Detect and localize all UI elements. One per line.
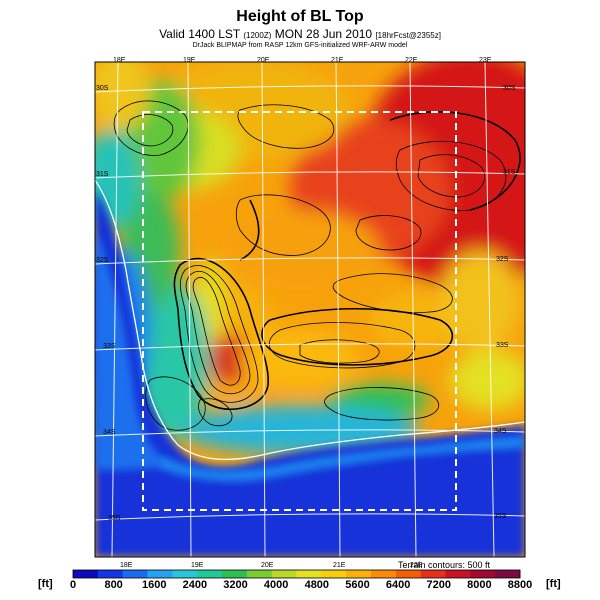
lat-left-label-1: 31S <box>96 171 109 178</box>
valid-tail: [18hrFcst@2355z] <box>375 31 441 40</box>
colorbar <box>72 569 521 579</box>
lat-right-label-3: 33S <box>496 342 509 349</box>
colorbar-swatch <box>420 570 446 578</box>
colorbar-swatch <box>395 570 422 578</box>
colorbar-tick-label: 1600 <box>142 579 167 591</box>
colorbar-swatch <box>321 570 347 578</box>
map-field <box>95 62 525 557</box>
colorbar-swatch <box>246 570 273 578</box>
valid-main: Valid 1400 LST <box>159 27 241 41</box>
inner-domain-box <box>142 111 457 511</box>
colorbar-tick-label: 2400 <box>182 579 208 591</box>
lat-left-label-3: 33S <box>103 343 116 350</box>
lat-left-label-5: 35S <box>108 515 121 522</box>
colorbar-tick-label: 7200 <box>426 579 451 591</box>
valid-date: MON 28 Jun 2010 <box>274 27 373 41</box>
lon-top-label-5: 23E <box>479 57 492 64</box>
colorbar-tick-label: 0 <box>69 579 77 591</box>
lat-left-label-4: 34S <box>103 429 116 436</box>
colorbar-swatch <box>346 570 372 578</box>
colorbar-swatch <box>271 570 297 578</box>
colorbar-swatch <box>495 570 521 578</box>
colorbar-swatch <box>296 570 322 578</box>
lon-bottom-label-1: 19E <box>191 562 204 569</box>
lon-bottom-label-3: 21E <box>333 562 346 569</box>
lon-top-label-1: 19E <box>183 57 196 64</box>
colorbar-tick-label: 3200 <box>223 579 248 591</box>
terrain-contours-major <box>173 111 521 410</box>
colorbar-unit-left: [ft] <box>38 578 53 590</box>
colorbar-unit-right: [ft] <box>546 578 561 590</box>
lat-left-label-0: 30S <box>96 85 109 92</box>
terrain-contour-note: Terrain contours: 500 ft <box>398 560 491 570</box>
lat-right-label-5: 35S <box>494 513 507 520</box>
coastal-band <box>160 436 525 482</box>
valid-code: (1200Z) <box>243 31 272 40</box>
lat-left-label-2: 32S <box>96 257 109 264</box>
map-title: Height of BL Top <box>236 8 364 25</box>
colorbar-tick-label: 8800 <box>507 579 533 591</box>
lat-lon-grid <box>95 62 525 557</box>
colorbar-swatch <box>470 570 496 578</box>
colorbar-tick-label: 5600 <box>345 579 370 591</box>
lon-bottom-label-0: 18E <box>120 562 133 569</box>
colorbar-swatch <box>197 570 223 578</box>
colorbar-swatch <box>222 570 248 578</box>
lon-top-label-2: 20E <box>257 57 270 64</box>
colorbar-swatch <box>371 570 397 578</box>
colorbar-swatch <box>445 570 471 578</box>
colorbar-tick-label: 8000 <box>467 579 492 591</box>
lon-bottom-label-2: 20E <box>261 562 274 569</box>
lon-top-label-3: 21E <box>331 57 344 64</box>
colorbar-swatch <box>73 570 99 578</box>
colorbar-tick-label: 4800 <box>304 579 330 591</box>
colorbar-tick-label: 4000 <box>263 579 289 591</box>
lat-right-label-1: 31S <box>503 169 516 176</box>
colorbar-swatch <box>97 570 124 578</box>
colorbar-frame <box>72 569 521 579</box>
lat-right-label-0: 30S <box>503 85 516 92</box>
lon-bottom-label-4: 22E <box>410 562 423 569</box>
colorbar-tick-label: 800 <box>104 579 123 591</box>
coastline <box>95 179 525 461</box>
lon-top-label-4: 22E <box>405 57 418 64</box>
colorbar-swatch <box>172 570 198 578</box>
colorbar-swatch <box>147 570 173 578</box>
colorbar-tick-label: 6400 <box>385 579 411 591</box>
terrain-contours <box>113 100 507 431</box>
lon-top-label-0: 18E <box>113 57 126 64</box>
lat-right-label-2: 32S <box>496 256 509 263</box>
ocean <box>95 190 525 557</box>
field-color-blobs <box>95 62 525 455</box>
map-frame <box>94 61 526 558</box>
lat-right-label-4: 34S <box>494 428 507 435</box>
valid-time-line: Valid 1400 LST (1200Z) MON 28 Jun 2010 [… <box>0 27 600 41</box>
colorbar-swatch <box>122 570 148 578</box>
map-subtitle: DrJack BLIPMAP from RASP 12km GFS-initia… <box>192 42 408 49</box>
